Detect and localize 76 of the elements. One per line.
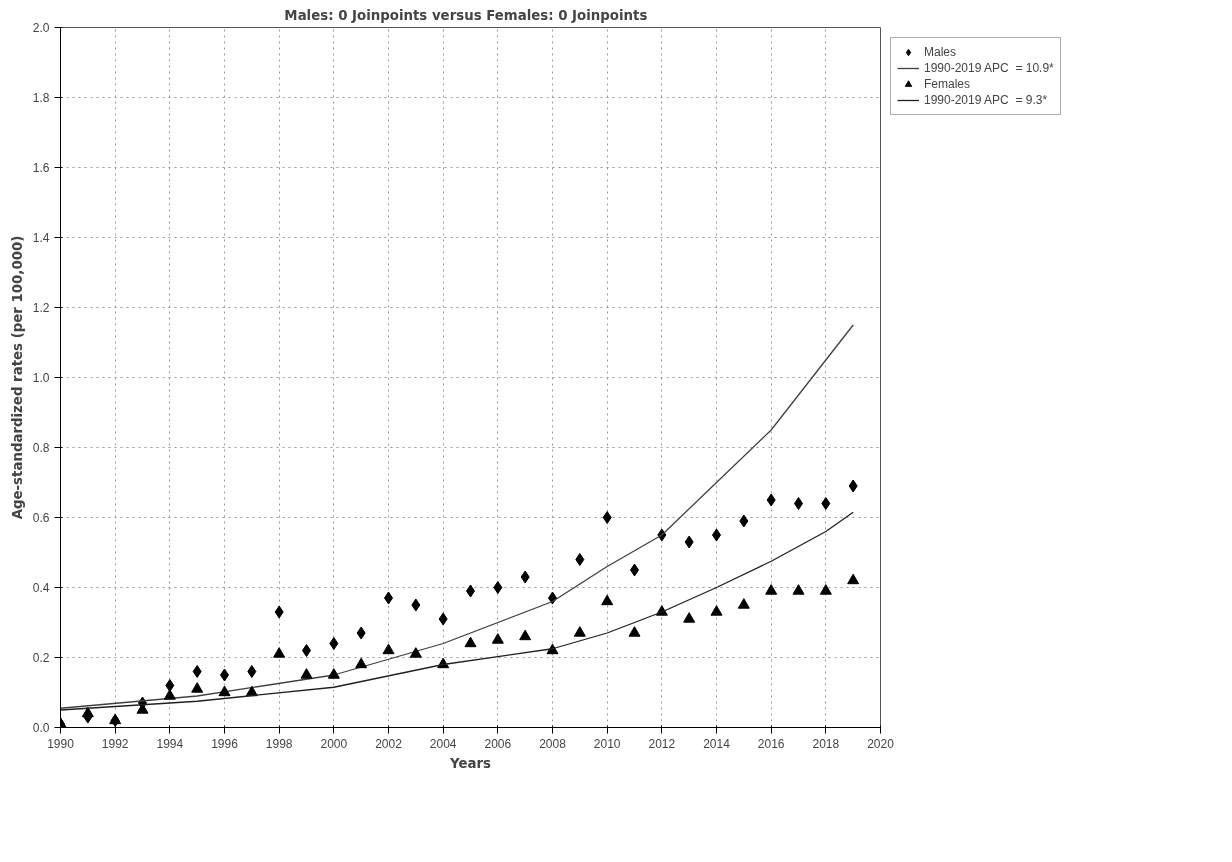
point xyxy=(766,493,776,507)
x-tick-label: 1996 xyxy=(211,736,239,751)
point xyxy=(493,581,503,594)
point xyxy=(628,626,641,637)
point xyxy=(300,668,313,679)
point xyxy=(382,643,395,655)
legend-label: 1990-2019 APC = 10.9* xyxy=(924,60,1054,76)
x-tick-label: 2016 xyxy=(757,736,785,751)
point xyxy=(821,497,831,510)
line-series xyxy=(60,324,854,709)
point xyxy=(163,689,176,700)
point xyxy=(355,657,368,669)
x-tick-label: 2014 xyxy=(703,736,731,751)
y-axis-title: Age-standardized rates (per 100,000) xyxy=(9,235,25,520)
point xyxy=(573,626,586,637)
y-tick-label: 0.0 xyxy=(32,721,50,735)
x-tick-label: 2020 xyxy=(867,736,895,751)
point xyxy=(327,668,340,679)
point xyxy=(411,598,421,612)
y-tick-label: 0.8 xyxy=(32,441,50,455)
x-tick-label: 2006 xyxy=(484,736,512,751)
legend-label: Females xyxy=(924,76,971,92)
x-tick-label: 1998 xyxy=(265,736,293,751)
y-tick-label: 1.6 xyxy=(32,161,50,175)
point xyxy=(819,584,832,595)
point xyxy=(356,626,366,640)
y-tick-label: 0.6 xyxy=(32,511,50,525)
point xyxy=(191,682,204,693)
point xyxy=(847,573,860,585)
point xyxy=(710,605,723,616)
point xyxy=(274,605,284,619)
x-tick-label: 2000 xyxy=(320,736,348,751)
y-tick-label: 1.4 xyxy=(32,231,50,245)
x-tick-label: 2004 xyxy=(429,736,457,751)
point xyxy=(765,584,778,595)
point xyxy=(247,665,257,678)
point xyxy=(409,647,422,658)
x-tick-label: 1992 xyxy=(101,736,129,751)
point xyxy=(683,612,696,623)
point xyxy=(329,637,339,650)
y-tick-label: 1.8 xyxy=(32,91,50,105)
chart-title: Males: 0 Joinpoints versus Females: 0 Joinpoints xyxy=(284,7,648,23)
point xyxy=(575,553,585,566)
x-axis-title: Years xyxy=(449,755,492,771)
point xyxy=(218,685,231,697)
point xyxy=(684,535,694,549)
y-tick-label: 1.2 xyxy=(32,301,50,315)
y-tick-label: 1.0 xyxy=(32,371,50,385)
x-tick-label: 2008 xyxy=(539,736,567,751)
x-tick-label: 2002 xyxy=(375,736,403,751)
point xyxy=(601,594,614,606)
line-series xyxy=(60,511,854,711)
y-tick-label: 0.4 xyxy=(32,581,50,595)
legend-label: Males xyxy=(924,44,957,60)
x-tick-label: 2018 xyxy=(812,736,840,751)
point xyxy=(273,647,286,658)
point xyxy=(602,511,612,524)
point xyxy=(848,479,858,493)
x-tick-label: 1994 xyxy=(156,736,184,751)
point xyxy=(438,612,448,626)
point xyxy=(464,636,477,648)
x-tick-label: 1990 xyxy=(47,736,75,751)
point xyxy=(192,665,202,678)
point xyxy=(792,584,805,595)
point xyxy=(165,679,175,692)
point xyxy=(520,570,530,584)
point xyxy=(81,706,94,718)
x-tick-label: 2010 xyxy=(593,736,621,751)
y-tick-label: 0.2 xyxy=(32,651,50,665)
legend-label: 1990-2019 APC = 9.3* xyxy=(924,92,1048,108)
point xyxy=(737,598,750,609)
point xyxy=(491,633,504,644)
point xyxy=(739,514,749,528)
y-tick-label: 2.0 xyxy=(32,21,50,35)
x-tick-label: 2012 xyxy=(648,736,676,751)
point xyxy=(519,629,532,641)
